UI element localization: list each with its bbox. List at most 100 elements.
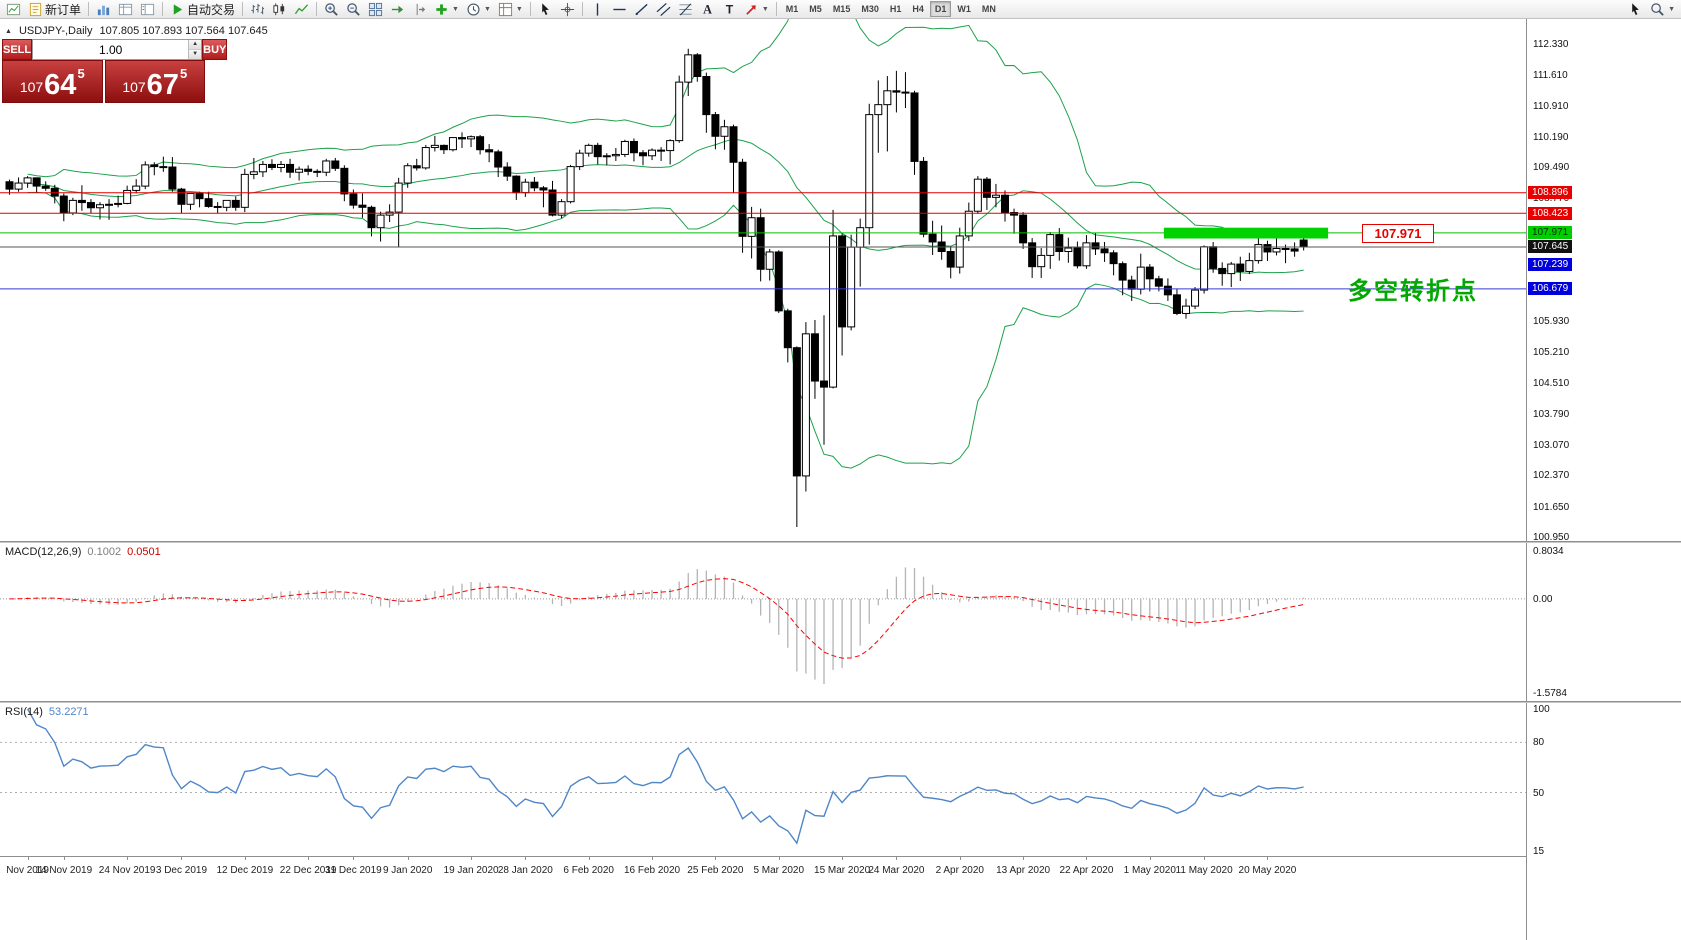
rsi-canvas[interactable] [0, 703, 1526, 856]
panel-divider[interactable] [0, 701, 1681, 703]
time-tick [1023, 857, 1025, 860]
timeframe-mn[interactable]: MN [977, 1, 1001, 17]
timeframe-m30[interactable]: M30 [856, 1, 884, 17]
time-tick [127, 857, 129, 860]
tile-windows-icon[interactable] [365, 1, 386, 18]
candlestick-chart-icon[interactable] [269, 1, 290, 18]
time-tick [407, 857, 409, 860]
rsi-value: 53.2271 [48, 706, 89, 718]
periods-menu-button[interactable]: ▼ [463, 1, 494, 18]
timeframe-m5[interactable]: M5 [804, 1, 827, 17]
sell-button[interactable]: SELL [2, 39, 33, 60]
candlesticks [5, 48, 1308, 528]
fibonacci-tool-icon[interactable] [675, 1, 696, 18]
time-axis-label: 1 May 2020 [1123, 865, 1176, 876]
volume-input[interactable] [33, 40, 189, 59]
new-order-button[interactable]: 新订单 [25, 1, 84, 18]
volume-field: ▲ ▼ [32, 39, 203, 60]
sell-price-button[interactable]: 107 64 5 [2, 60, 103, 103]
pointer-icon[interactable] [1625, 1, 1646, 18]
sell-price-big: 64 [44, 69, 77, 102]
macd-histogram [17, 567, 1305, 685]
time-axis-label: 28 Jan 2020 [497, 865, 553, 876]
crosshair-tool-icon[interactable] [557, 1, 578, 18]
rsi-line [26, 708, 1304, 845]
chart-symbol-label: USDJPY-,Daily [18, 25, 93, 37]
buy-button[interactable]: BUY [202, 39, 228, 60]
chart-ohlc-values: 107.805 107.893 107.564 107.645 [99, 25, 268, 37]
time-tick [1267, 857, 1269, 860]
symbol-search-icon[interactable]: ▼ [1647, 1, 1678, 18]
macd-panel[interactable]: MACD(12,26,9) 0.1002 0.0501 [0, 543, 1526, 701]
timeframe-w1[interactable]: W1 [952, 1, 976, 17]
chart-shift-icon[interactable] [409, 1, 430, 18]
volume-up-button[interactable]: ▲ [189, 40, 202, 50]
time-axis-label: 9 Jan 2020 [382, 865, 433, 876]
time-tick [308, 857, 310, 860]
price-tick-label: 112.330 [1533, 39, 1569, 50]
navigator-icon[interactable] [137, 1, 158, 18]
buy-price-button[interactable]: 107 67 5 [104, 60, 205, 103]
timeframe-m15[interactable]: M15 [828, 1, 856, 17]
time-axis-label: 24 Mar 2020 [868, 865, 925, 876]
time-tick [1086, 857, 1088, 860]
new-chart-icon[interactable] [3, 1, 24, 18]
market-watch-icon[interactable] [115, 1, 136, 18]
time-axis[interactable]: Nov 2019 14 Nov 2019 24 Nov 2019 3 Dec 2019… [0, 856, 1526, 882]
macd-canvas[interactable] [0, 543, 1526, 701]
horizontal-line-tool-icon[interactable] [609, 1, 630, 18]
timeframe-h1[interactable]: H1 [885, 1, 907, 17]
templates-menu-button[interactable]: ▼ [495, 1, 526, 18]
arrows-tool-button[interactable]: ▼ [741, 1, 772, 18]
time-axis-label: 14 Nov 2019 [35, 865, 93, 876]
volume-spinner: ▲ ▼ [188, 40, 202, 59]
timeframe-m1[interactable]: M1 [781, 1, 804, 17]
trendline-tool-icon[interactable] [631, 1, 652, 18]
panel-divider[interactable] [0, 541, 1681, 543]
toolbar-separator [529, 2, 531, 16]
vertical-line-tool-icon[interactable] [587, 1, 608, 18]
time-tick [959, 857, 961, 860]
bar-chart-icon[interactable] [247, 1, 268, 18]
autotrading-button[interactable]: 自动交易 [167, 1, 238, 18]
price-scale[interactable]: 112.330111.610110.910110.190109.490108.7… [1526, 19, 1681, 940]
svg-text:T: T [726, 2, 734, 16]
price-tick-label: 109.490 [1533, 162, 1570, 174]
one-click-trading-panel: SELL ▲ ▼ BUY 107 64 5 107 [2, 39, 228, 103]
macd-title: MACD(12,26,9) [5, 546, 82, 558]
charts-list-icon[interactable] [93, 1, 114, 18]
price-tick-label: 110.910 [1533, 100, 1569, 112]
macd-main-value: 0.1002 [87, 546, 122, 558]
text-label-tool-icon[interactable]: T [719, 1, 740, 18]
zoom-in-icon[interactable] [321, 1, 342, 18]
chart-area[interactable]: ▲ USDJPY-,Daily 107.805 107.893 107.564 … [0, 19, 1526, 541]
timeframe-d1[interactable]: D1 [929, 1, 952, 17]
main-chart-canvas[interactable] [0, 19, 1526, 541]
channel-tool-icon[interactable] [653, 1, 674, 18]
price-tick-label: 102.370 [1533, 470, 1570, 482]
toolbar: 新订单 自动交易 ▼ ▼ ▼ A T ▼ M1 M5 M15 M30 H1 H4 D1 W1 MN ▼ [0, 0, 1681, 19]
zoom-out-icon[interactable] [343, 1, 364, 18]
text-tool-icon[interactable]: A [697, 1, 718, 18]
time-axis-label: 31 Dec 2019 [325, 865, 382, 876]
auto-scroll-icon[interactable] [387, 1, 408, 18]
price-tick-label: 101.650 [1533, 501, 1570, 513]
indicators-menu-button[interactable]: ▼ [431, 1, 462, 18]
level-price-label[interactable]: 107.971 [1362, 224, 1434, 243]
price-badge: 106.679 [1528, 282, 1573, 296]
buy-price-figure: 107 [122, 79, 146, 95]
time-tick [896, 857, 898, 860]
volume-down-button[interactable]: ▼ [189, 50, 202, 59]
toolbar-separator [316, 2, 318, 16]
time-axis-label: Nov 2019 [6, 865, 49, 876]
toolbar-separator [581, 2, 583, 16]
time-tick [652, 857, 654, 860]
time-axis-label: 3 Dec 2019 [155, 865, 208, 876]
line-chart-icon[interactable] [291, 1, 312, 18]
price-tick-label: 104.510 [1533, 377, 1570, 389]
time-axis-label: 25 Feb 2020 [687, 865, 744, 876]
price-tick-label: 103.070 [1533, 440, 1570, 452]
rsi-panel[interactable]: RSI(14) 53.2271 [0, 703, 1526, 856]
timeframe-h4[interactable]: H4 [907, 1, 929, 17]
cursor-tool-icon[interactable] [535, 1, 556, 18]
